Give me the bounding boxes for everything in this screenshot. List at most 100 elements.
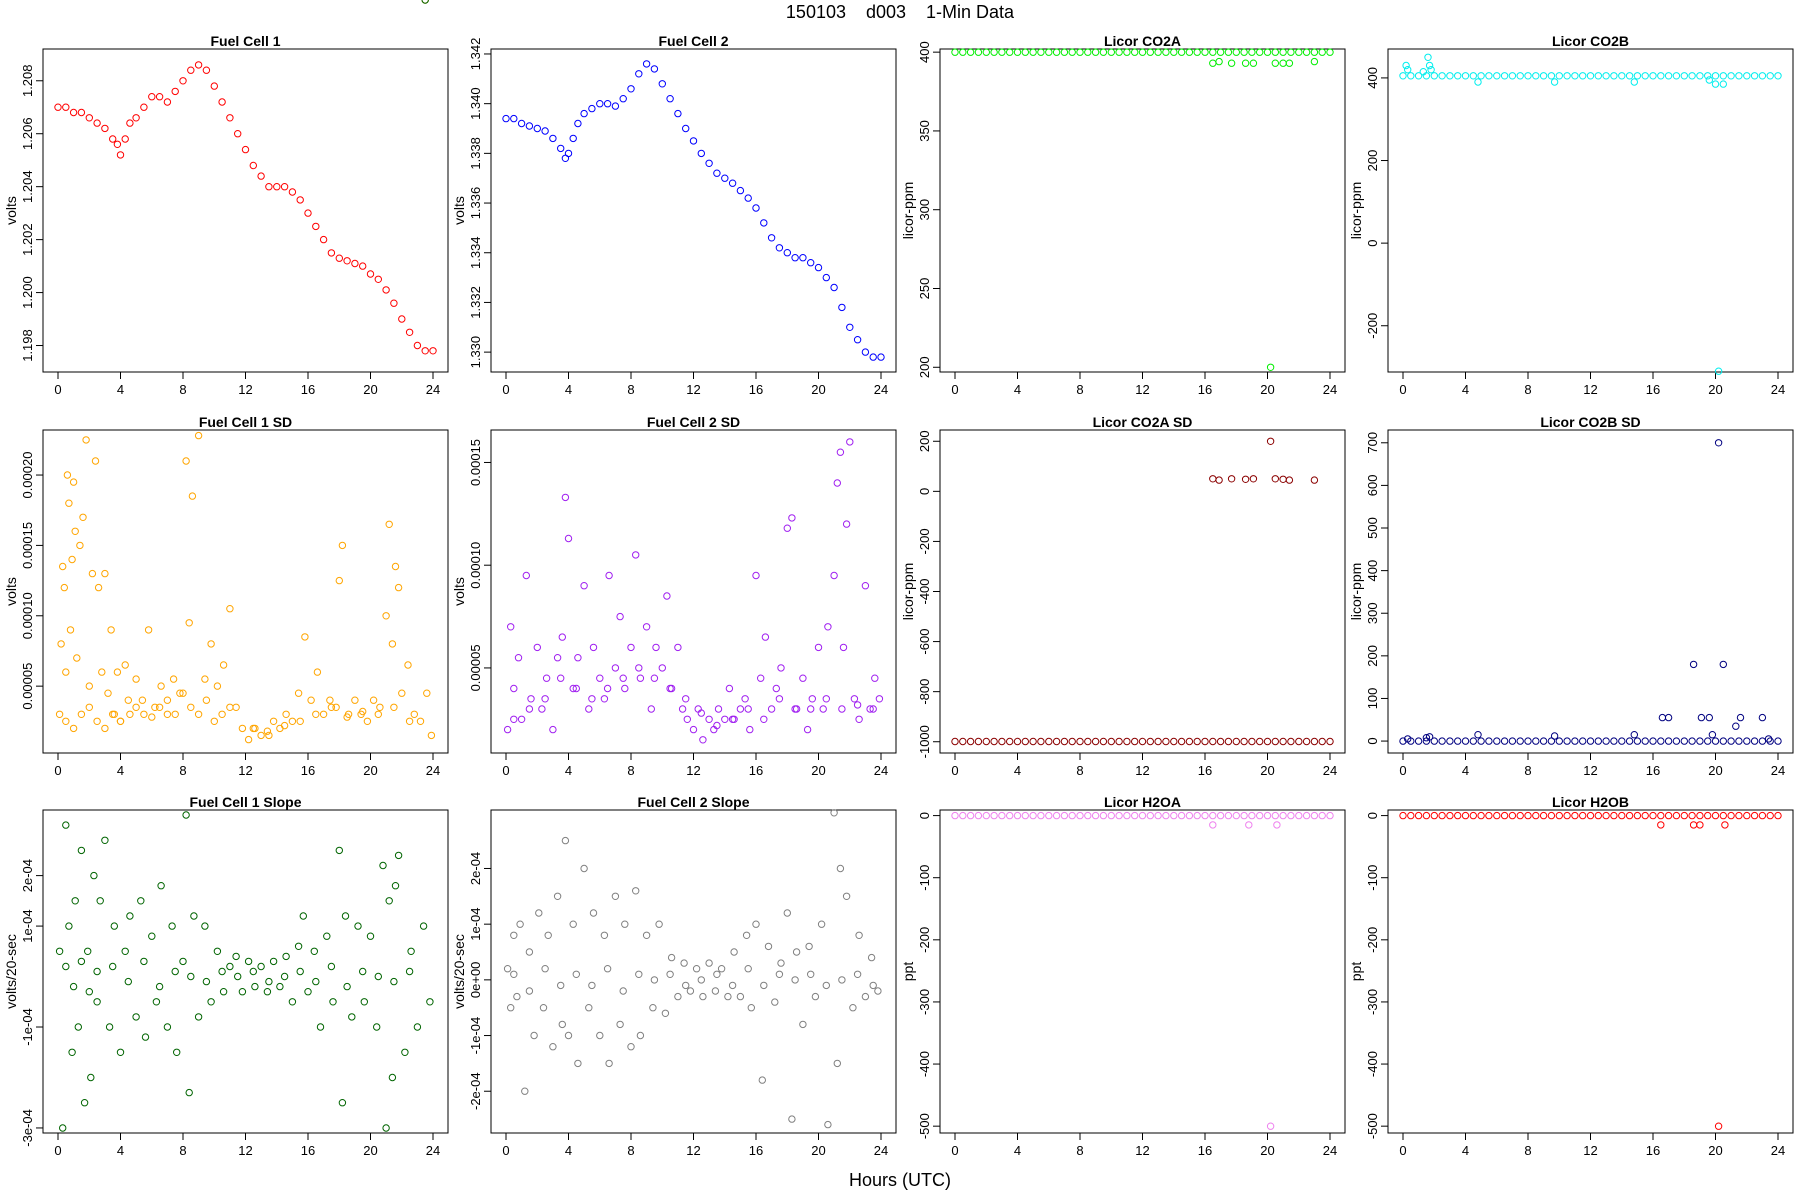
y-tick-label: -300 [917, 989, 932, 1015]
data-point [1115, 811, 1123, 820]
data-point [580, 582, 588, 590]
y-tick-label: 0 [917, 488, 932, 495]
data-point [93, 717, 101, 725]
data-point [1273, 821, 1281, 829]
data-point [218, 967, 226, 976]
data-point [257, 962, 265, 971]
x-tick-label: 24 [426, 382, 440, 397]
data-point [666, 95, 674, 103]
data-point [1625, 811, 1634, 820]
data-points [54, 61, 437, 355]
data-point [141, 1033, 150, 1041]
data-point [1610, 72, 1618, 80]
data-point [280, 721, 289, 730]
data-point [1618, 811, 1626, 820]
data-point [1326, 811, 1334, 820]
data-point [869, 705, 877, 713]
data-point [401, 1048, 409, 1057]
data-point [1477, 811, 1485, 820]
data-point [398, 689, 406, 697]
data-point [572, 684, 580, 693]
data-point [310, 947, 318, 955]
y-tick-label: 0 [1365, 240, 1380, 247]
data-point [517, 715, 526, 723]
data-point [379, 861, 387, 870]
data-point [1649, 72, 1657, 80]
data-point [649, 1004, 657, 1012]
data-point [107, 626, 115, 634]
x-tick-label: 16 [1198, 382, 1212, 397]
data-point [1547, 72, 1556, 80]
data-point [405, 328, 414, 336]
data-point [589, 909, 598, 917]
x-tick-label: 4 [1014, 382, 1021, 397]
x-tick-label: 8 [1076, 1143, 1083, 1158]
panel-12: Licor H2OB ppt 0 4 8 12 16 20 24 -500 -400 -300 -200… [1348, 794, 1794, 1158]
data-point [807, 705, 815, 713]
data-point [155, 93, 164, 101]
data-point [1719, 72, 1728, 80]
data-point [390, 977, 398, 986]
plot-frame [42, 429, 449, 754]
x-tick-label: 24 [874, 1143, 888, 1158]
x-tick-label: 0 [951, 382, 958, 397]
data-point [80, 1099, 89, 1107]
data-point [1610, 737, 1618, 745]
data-point [282, 710, 290, 718]
data-point [426, 998, 434, 1006]
data-point [574, 119, 582, 128]
data-point [1579, 737, 1587, 745]
data-point [1029, 48, 1037, 56]
data-point [73, 654, 81, 662]
y-tick-label: 600 [1365, 475, 1380, 497]
data-point [148, 713, 156, 721]
data-point [605, 571, 613, 580]
data-point [1657, 811, 1665, 820]
data-point [179, 77, 187, 85]
data-point [1399, 811, 1407, 820]
x-tick-label: 8 [1524, 382, 1531, 397]
data-point [296, 717, 304, 725]
data-point [760, 981, 768, 990]
data-point [374, 710, 382, 718]
data-point [636, 1031, 645, 1040]
x-tick-label: 20 [811, 763, 825, 778]
panel-title: Licor H2OB [1552, 794, 1629, 810]
data-point [343, 257, 351, 265]
data-point [636, 674, 645, 682]
data-point [88, 569, 97, 578]
data-point [421, 0, 429, 4]
data-point [1641, 737, 1649, 745]
y-tick-label: 1.330 [468, 336, 483, 369]
data-point [667, 953, 676, 962]
data-point [867, 953, 876, 962]
data-points [55, 0, 436, 744]
data-point [391, 882, 400, 890]
data-point [1602, 811, 1610, 820]
data-point [861, 348, 870, 356]
x-tick-label: 0 [502, 382, 509, 397]
data-point [869, 981, 877, 990]
data-point [510, 970, 518, 978]
data-point [1271, 811, 1280, 820]
data-point [1672, 72, 1681, 80]
data-point [194, 61, 203, 69]
x-tick-label: 8 [1524, 1143, 1531, 1158]
data-point [600, 931, 609, 939]
data-point [1006, 48, 1014, 56]
data-point [1021, 48, 1030, 56]
data-point [241, 145, 250, 154]
x-tick-label: 16 [749, 382, 763, 397]
data-point [152, 998, 161, 1006]
data-point [390, 703, 398, 711]
data-point [1469, 811, 1478, 820]
data-point [94, 583, 103, 592]
data-point [421, 347, 429, 355]
data-point [232, 952, 240, 961]
data-point [343, 713, 351, 721]
data-point [730, 948, 738, 956]
data-point [544, 931, 552, 939]
data-point [1758, 811, 1767, 820]
data-point [1657, 821, 1665, 829]
data-point [1285, 59, 1294, 67]
